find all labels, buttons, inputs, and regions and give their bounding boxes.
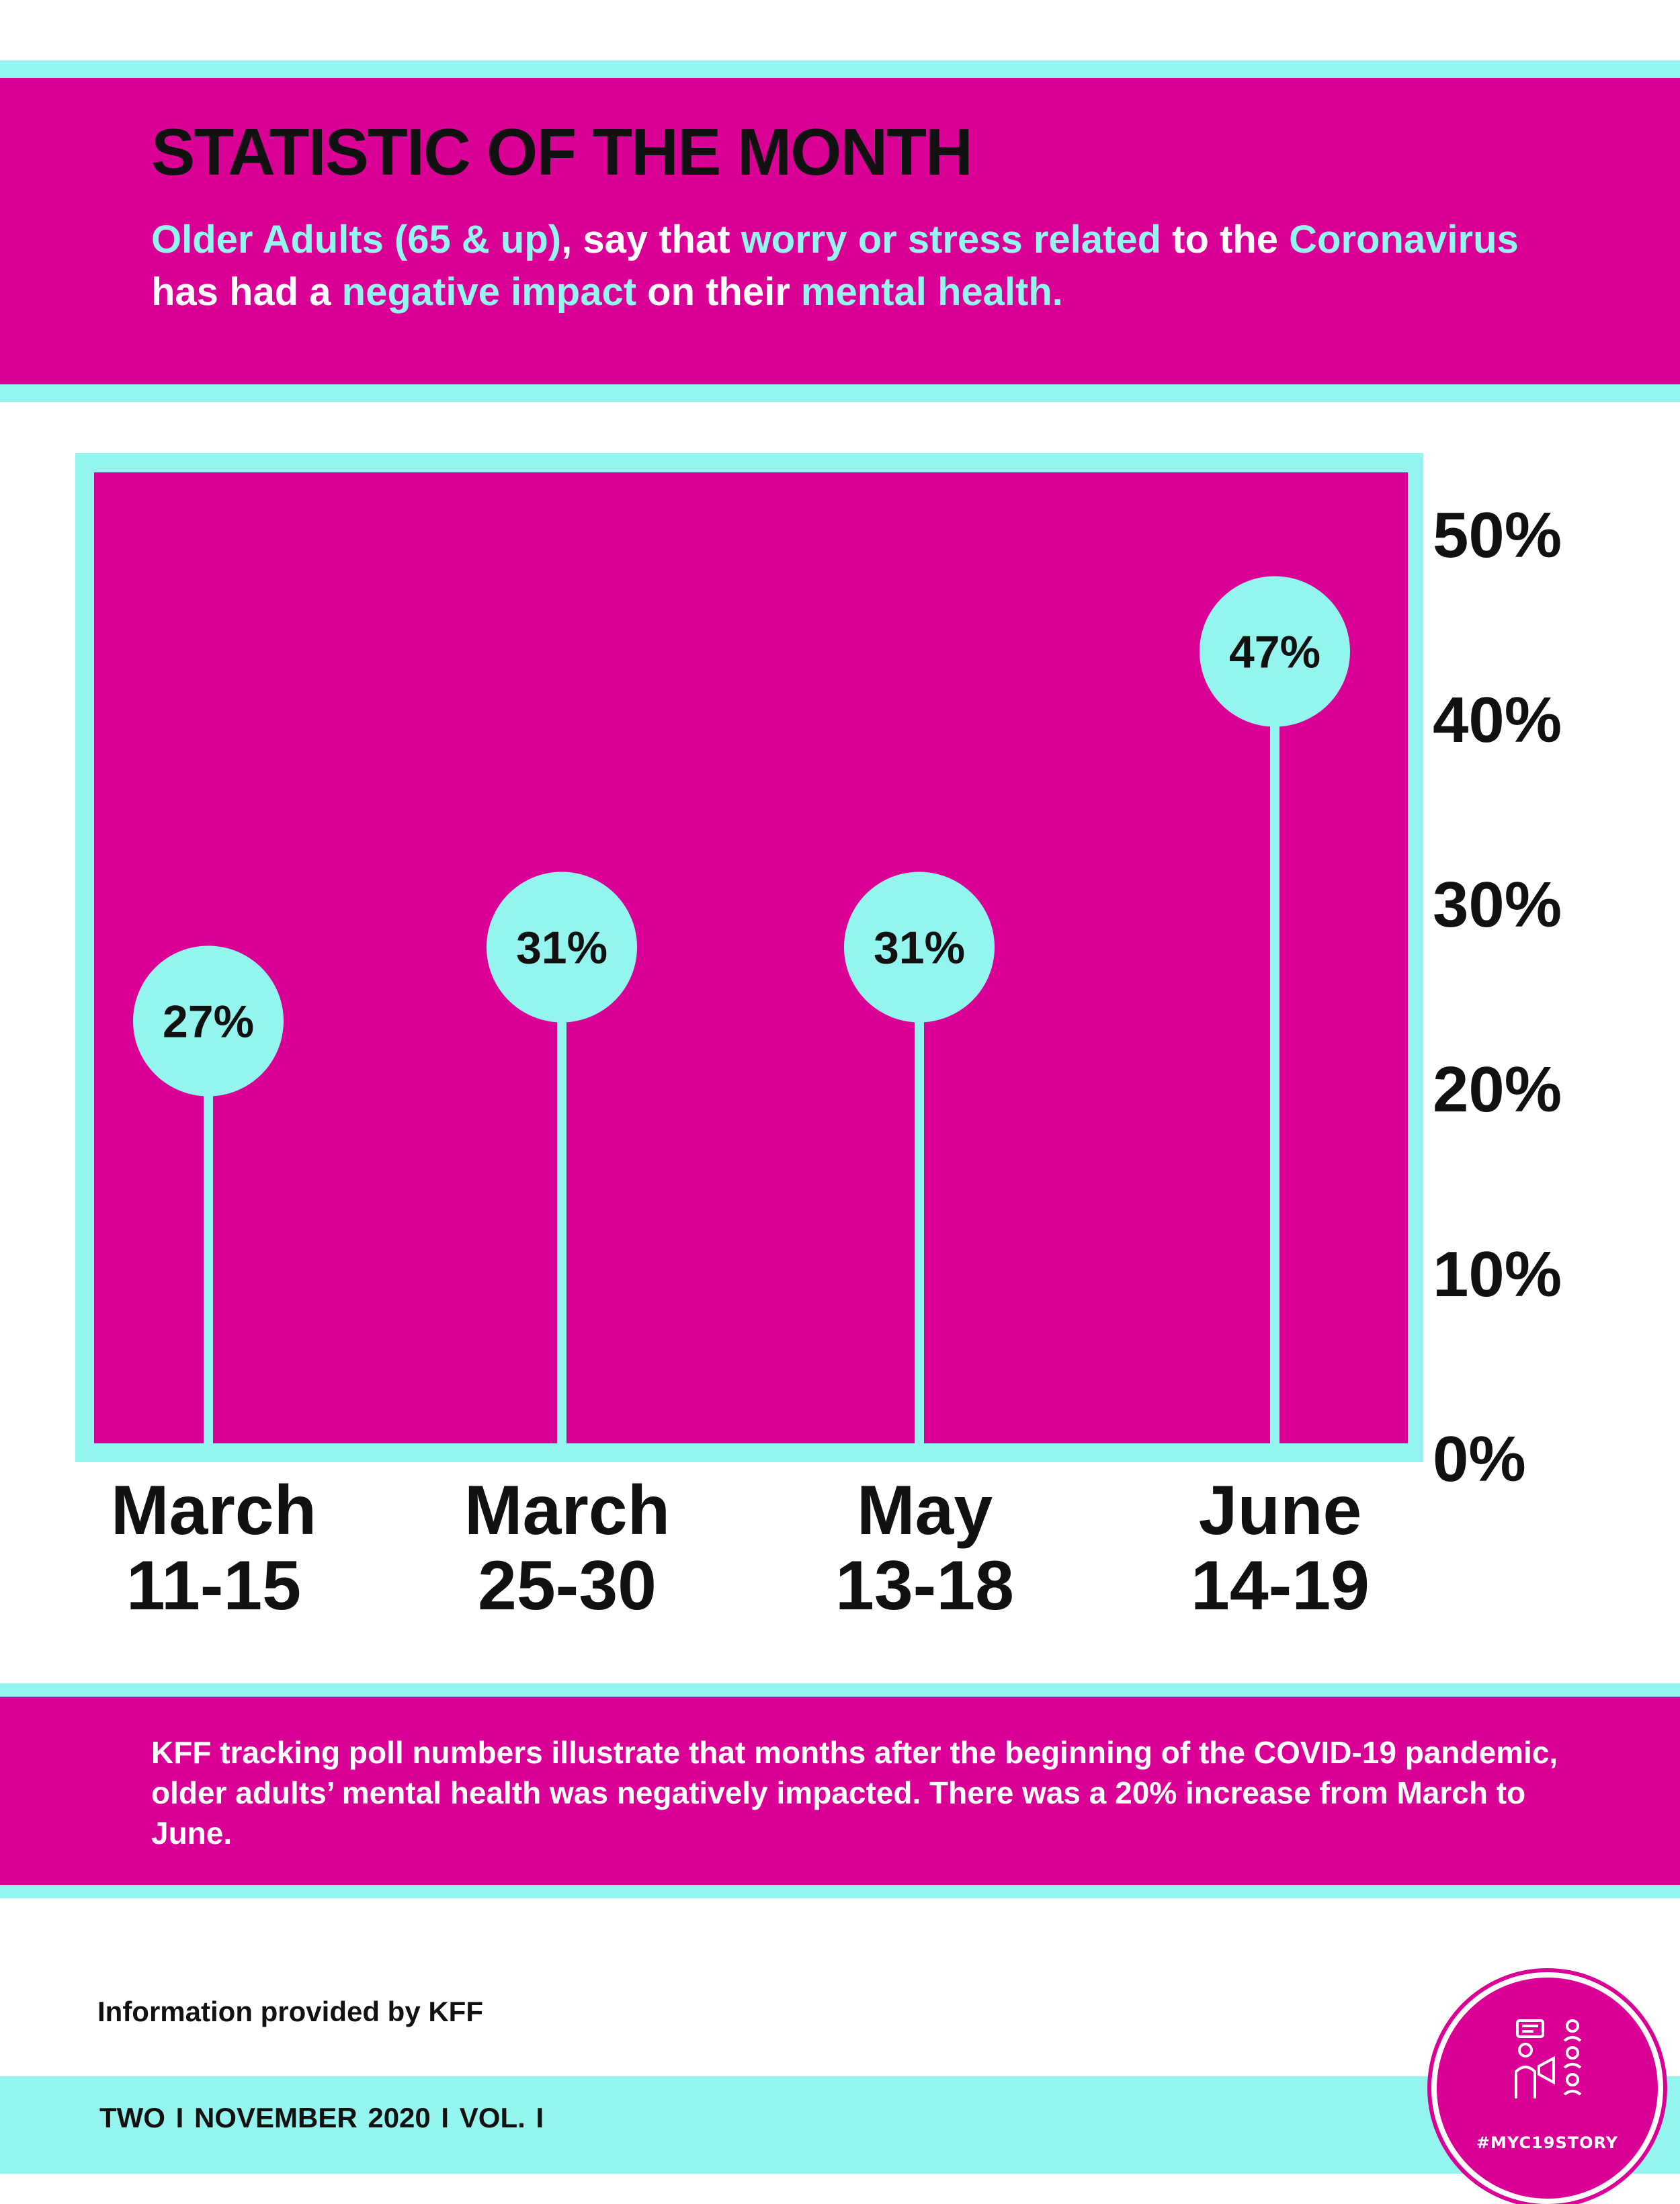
x-category-label: March <box>111 1472 317 1550</box>
data-label: 27% <box>163 997 254 1048</box>
note-band <box>0 1683 1680 1898</box>
x-category-label: 11-15 <box>126 1547 301 1625</box>
badge-label: #MYC19STORY <box>1476 2133 1619 2152</box>
lollipop-head <box>844 872 995 1023</box>
x-category-label: 13-18 <box>835 1547 1014 1625</box>
chart-note: KFF tracking poll numbers illustrate tha… <box>151 1735 1558 1851</box>
lollipop-head <box>133 945 284 1097</box>
x-category-label: June <box>1199 1472 1362 1550</box>
page-title: STATISTIC OF THE MONTH <box>151 115 973 189</box>
issue-line: TWO I NOVEMBER 2020 I VOL. I <box>99 2102 544 2133</box>
subtitle-highlight: Older Adults (65 & up) <box>151 218 562 261</box>
subtitle-highlight: worry or stress related <box>741 218 1162 261</box>
subtitle-highlight: Coronavirus <box>1289 218 1519 261</box>
x-category-label: March <box>464 1472 670 1550</box>
subtitle-text: , say that <box>561 218 741 261</box>
y-tick-label: 10% <box>1433 1238 1562 1310</box>
page-subtitle: Older Adults (65 & up), say that worry o… <box>151 214 1596 319</box>
y-tick-label: 0% <box>1433 1423 1526 1495</box>
x-category-label: 25-30 <box>478 1547 657 1625</box>
y-tick-label: 50% <box>1433 499 1562 571</box>
plot-area <box>94 472 1408 1443</box>
myc19story-badge: #MYC19STORY <box>1431 1972 1663 2204</box>
data-label: 47% <box>1229 627 1320 678</box>
lollipop-head <box>1200 576 1350 727</box>
lollipop-head <box>487 872 637 1023</box>
footer-band <box>0 2076 1680 2174</box>
data-label: 31% <box>516 923 607 974</box>
subtitle-text: has had a <box>151 270 342 314</box>
data-label: 31% <box>874 923 965 974</box>
x-category-label: May <box>857 1472 993 1550</box>
subtitle-highlight: mental health. <box>800 270 1063 314</box>
x-category-label: 14-19 <box>1191 1547 1370 1625</box>
y-tick-label: 20% <box>1433 1054 1562 1126</box>
header-band <box>0 60 1680 402</box>
lollipop-chart: 0%10%20%30%40%50%27%March11-1531%March25… <box>94 472 1562 1625</box>
subtitle-highlight: negative impact <box>341 270 637 314</box>
y-tick-label: 30% <box>1433 869 1562 941</box>
note-panel <box>0 1697 1680 1885</box>
source-credit: Information provided by KFF <box>97 1996 483 2027</box>
subtitle-text: on their <box>636 270 801 314</box>
subtitle-text: to the <box>1161 218 1290 261</box>
y-tick-label: 40% <box>1433 684 1562 756</box>
community-speaker-icon <box>1515 2019 1582 2099</box>
header-panel <box>0 78 1680 384</box>
